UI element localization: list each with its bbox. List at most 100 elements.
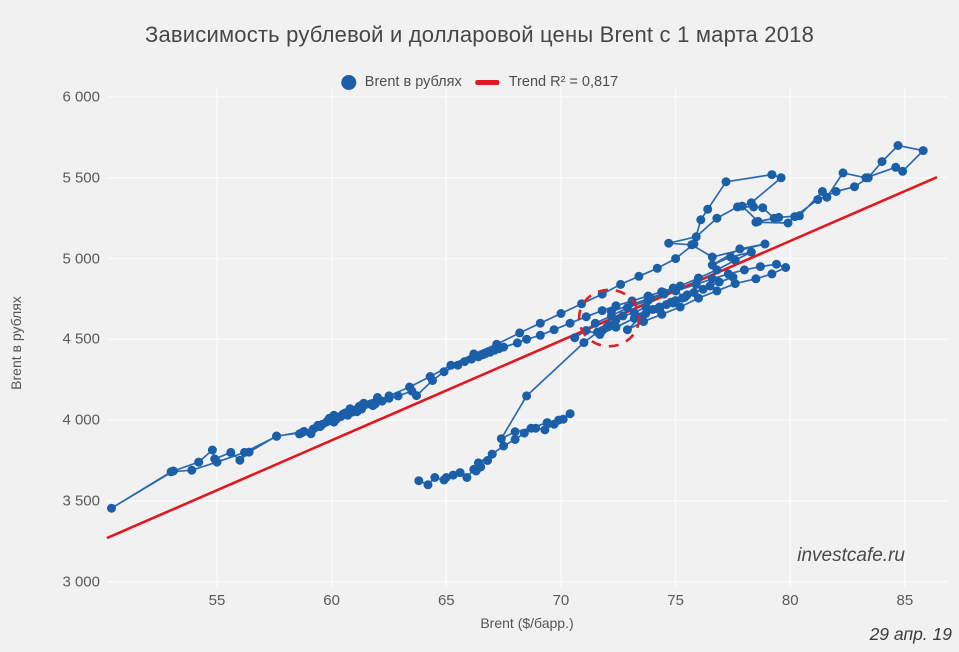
y-axis-title: Brent в рублях <box>8 296 24 390</box>
data-point <box>850 182 859 192</box>
data-point <box>453 360 463 370</box>
data-point <box>473 458 483 468</box>
data-point <box>629 313 639 323</box>
data-point <box>522 334 532 344</box>
data-point <box>554 415 564 425</box>
y-tick-label: 6 000 <box>62 88 100 106</box>
data-point <box>611 322 621 332</box>
data-point <box>107 503 116 513</box>
data-point <box>556 309 566 318</box>
data-point <box>473 352 483 362</box>
data-point <box>794 211 804 221</box>
data-point <box>675 302 685 312</box>
data-point <box>487 449 497 459</box>
data-point <box>746 247 756 257</box>
data-point <box>526 423 536 433</box>
data-point <box>272 431 282 441</box>
data-point <box>703 204 713 214</box>
data-point <box>838 168 848 178</box>
data-point <box>781 263 791 272</box>
data-point <box>737 201 747 211</box>
chart-title: Зависимость рублевой и долларовой цены B… <box>144 22 815 47</box>
data-point <box>423 480 433 490</box>
x-tick-label: 70 <box>552 592 570 609</box>
data-point <box>602 322 612 332</box>
data-point <box>664 238 674 248</box>
data-point <box>707 260 717 270</box>
data-point <box>813 195 823 205</box>
data-point <box>721 177 731 187</box>
data-point <box>565 409 575 419</box>
series-marker-icon <box>340 74 356 90</box>
data-point <box>891 162 901 172</box>
data-point <box>210 454 220 464</box>
data-point <box>772 259 781 269</box>
data-point <box>393 391 403 401</box>
data-point <box>705 281 715 291</box>
data-point <box>306 429 316 439</box>
data-point <box>496 434 506 444</box>
data-point <box>494 344 504 354</box>
data-point <box>515 328 525 338</box>
data-point <box>655 302 664 312</box>
data-point <box>471 466 481 476</box>
data-point <box>441 473 451 482</box>
data-point <box>739 265 749 275</box>
y-tick-label: 3 000 <box>62 573 100 591</box>
data-point <box>645 293 655 303</box>
data-point <box>616 279 626 289</box>
x-tick-label: 80 <box>781 592 799 609</box>
legend-trend-label: Trend R² = 0,817 <box>508 74 619 90</box>
data-point <box>570 333 580 343</box>
data-point <box>714 277 724 287</box>
data-point <box>414 476 424 486</box>
data-point <box>194 457 204 467</box>
data-point <box>522 391 532 401</box>
data-point <box>726 252 736 262</box>
y-tick-label: 4 000 <box>62 411 100 429</box>
trend-marker-icon <box>475 79 500 85</box>
data-point <box>776 173 786 183</box>
data-point <box>831 187 841 196</box>
data-point <box>510 435 520 444</box>
data-point <box>689 239 699 249</box>
data-point <box>671 254 681 264</box>
data-point <box>707 274 717 284</box>
data-point <box>535 330 545 340</box>
data-point <box>622 303 632 313</box>
data-point <box>893 141 903 150</box>
data-point <box>760 239 770 249</box>
data-point <box>542 418 552 428</box>
data-point <box>728 272 738 282</box>
data-point <box>412 391 421 401</box>
data-point <box>918 146 928 156</box>
data-point <box>368 401 378 411</box>
data-point <box>659 288 669 298</box>
x-tick-label: 65 <box>437 592 455 609</box>
data-point <box>618 311 628 321</box>
data-point <box>343 410 353 420</box>
data-point <box>448 470 458 480</box>
data-point <box>675 281 685 291</box>
legend-item-trend: Trend R² = 0,817 <box>475 74 619 90</box>
data-point <box>767 170 777 180</box>
highlight-ellipse <box>577 288 641 348</box>
data-point <box>707 252 717 262</box>
x-tick-label: 85 <box>896 592 914 609</box>
data-point <box>877 157 887 167</box>
data-point <box>499 441 509 451</box>
data-point <box>774 212 784 222</box>
data-point <box>483 456 493 465</box>
data-point <box>187 465 197 475</box>
data-point <box>510 427 520 437</box>
data-point <box>430 473 440 482</box>
data-point <box>597 306 607 316</box>
data-point <box>678 293 687 303</box>
legend-item-series: Brent в рублях <box>340 74 462 90</box>
data-point <box>668 283 678 293</box>
data-point <box>540 425 550 435</box>
data-point <box>671 296 681 306</box>
data-point <box>329 417 339 427</box>
data-point <box>595 330 605 339</box>
data-point <box>691 232 701 242</box>
